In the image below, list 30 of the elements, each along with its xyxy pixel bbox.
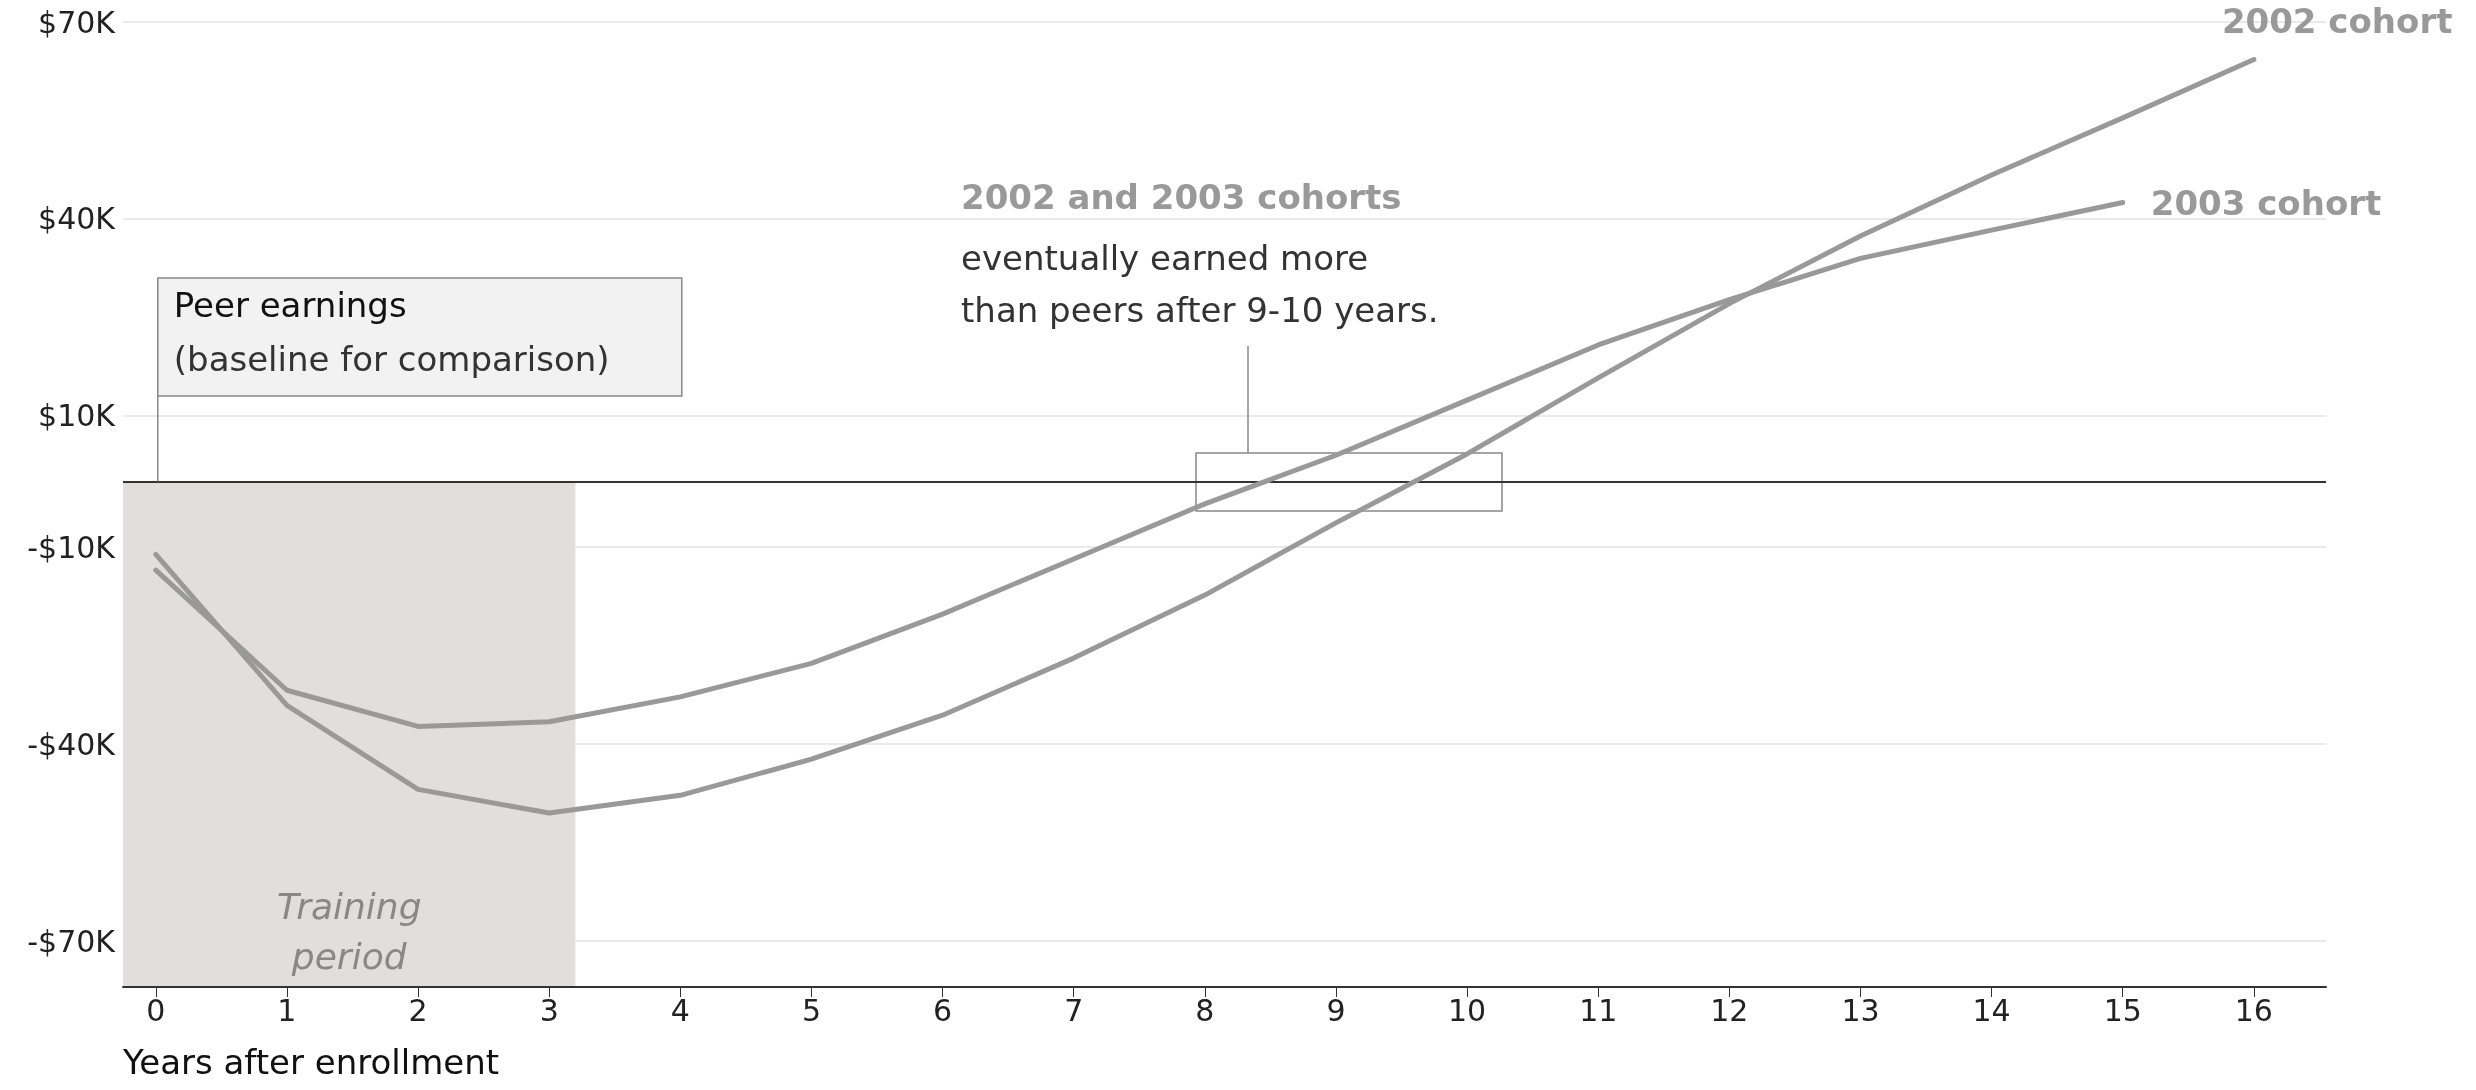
x-tick-label: 6 xyxy=(933,992,953,1028)
annotation: Peer earnings (baseline for comparison) xyxy=(173,285,610,379)
annotation: eventually earned more than peers after 9-10 years. xyxy=(961,238,1439,330)
x-tick-label: 4 xyxy=(670,992,690,1028)
x-tick-label: 5 xyxy=(801,992,821,1028)
x-tick-label: 2 xyxy=(408,992,428,1028)
y-tick-label: $10K xyxy=(38,398,117,434)
x-tick-label: 13 xyxy=(1841,992,1880,1028)
x-tick-label: 0 xyxy=(146,992,166,1028)
band-label: Training period xyxy=(276,885,422,977)
x-tick-label: 15 xyxy=(2103,992,2142,1028)
x-tick-label: 11 xyxy=(1579,992,1618,1028)
x-axis-title: Years after enrollment xyxy=(122,1042,500,1082)
x-tick-label: 7 xyxy=(1064,992,1084,1028)
y-tick-label: -$70K xyxy=(27,923,117,959)
y-tick-label: $70K xyxy=(38,4,117,40)
y-tick-label: -$40K xyxy=(27,726,117,762)
x-tick-label: 16 xyxy=(2234,992,2273,1028)
series-label: 2002 cohort xyxy=(2221,1,2453,42)
x-tick-label: 3 xyxy=(539,992,559,1028)
x-tick-label: 14 xyxy=(1972,992,2011,1028)
series-label: 2003 cohort xyxy=(2150,182,2382,223)
y-tick-label: $40K xyxy=(38,201,117,237)
x-tick-label: 8 xyxy=(1195,992,1215,1028)
annotation: 2002 and 2003 cohorts xyxy=(961,177,1402,217)
x-tick-label: 9 xyxy=(1326,992,1346,1028)
x-tick-label: 1 xyxy=(277,992,297,1028)
y-tick-label: -$10K xyxy=(27,529,117,565)
x-tick-label: 10 xyxy=(1448,992,1487,1028)
x-tick-label: 12 xyxy=(1710,992,1749,1028)
